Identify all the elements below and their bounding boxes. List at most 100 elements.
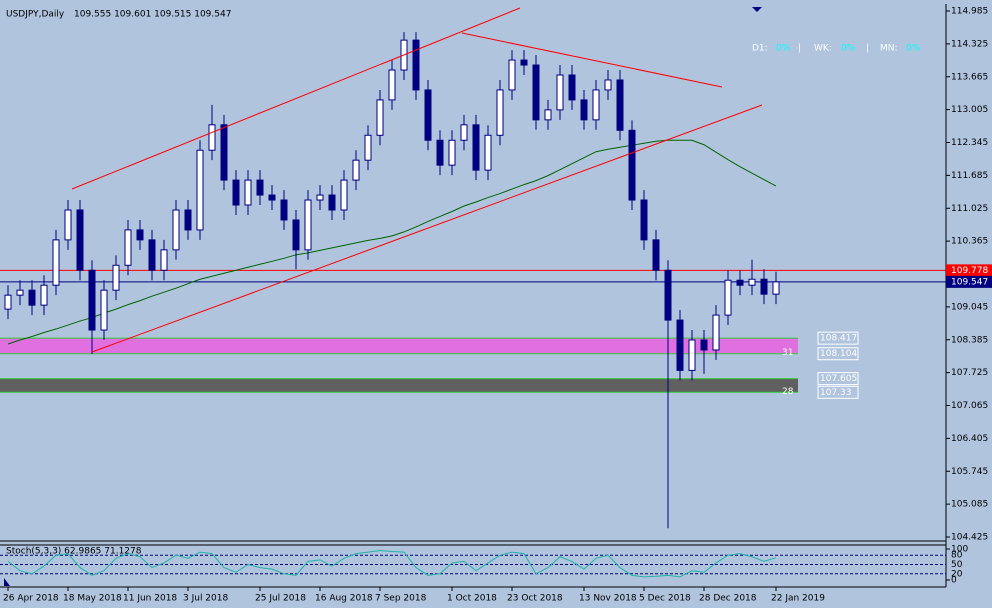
candle-body (604, 79, 612, 91)
level-label: 109.547 (951, 277, 988, 287)
zone-label: 31 (782, 348, 793, 358)
candle-body (412, 39, 420, 91)
y-tick-label: 109.045 (951, 302, 988, 312)
candle-body (628, 129, 636, 201)
x-tick-label: 5 Dec 2018 (639, 594, 691, 604)
candle-body (664, 269, 672, 321)
candle-body (136, 229, 144, 241)
candle-body (508, 59, 516, 91)
candle-body (364, 134, 372, 161)
stat-label: MN: (880, 44, 898, 54)
candle-body (700, 339, 708, 351)
x-tick-label: 7 Sep 2018 (375, 594, 427, 604)
candle-body (712, 314, 720, 351)
stoch-tick-label: 80 (951, 551, 963, 561)
y-tick-label: 106.405 (951, 434, 988, 444)
candle-body (256, 179, 264, 196)
level-label-box (946, 264, 992, 277)
candle-body (280, 199, 288, 221)
candle-body (424, 89, 432, 141)
candle-body (328, 194, 336, 211)
y-tick-label: 104.425 (951, 533, 988, 543)
separator: | (798, 44, 801, 54)
candle-body (304, 199, 312, 251)
level-label-box (946, 275, 992, 288)
candle-body (124, 229, 132, 266)
y-tick-label: 112.345 (951, 138, 988, 148)
candle-body (4, 294, 12, 310)
candle-body (268, 194, 276, 201)
y-tick-label: 107.065 (951, 401, 988, 411)
candle-body (772, 281, 780, 295)
candle-body (580, 99, 588, 121)
candle-body (196, 149, 204, 231)
candle-body (112, 264, 120, 291)
moving-average (7, 139, 777, 345)
separator: | (866, 44, 869, 54)
candle-body (340, 179, 348, 211)
candle-body (376, 99, 384, 136)
stats: D1: 0% | WK: 0% | MN: 0% (752, 44, 921, 54)
zone-price: 108.417 (820, 334, 857, 344)
candle-body (724, 279, 732, 316)
stoch-tick-label: 0 (951, 576, 957, 586)
y-tick-label: 107.725 (951, 368, 988, 378)
candle-body (484, 134, 492, 171)
candle-body (616, 79, 624, 131)
x-tick-label: 22 Jan 2019 (771, 594, 825, 604)
zone-label: 28 (782, 387, 794, 397)
x-tick-label: 1 Oct 2018 (447, 594, 497, 604)
x-tick-label: 3 Jul 2018 (183, 594, 228, 604)
zone-label-box (817, 331, 859, 345)
x-tick-label: 16 Aug 2018 (315, 594, 373, 604)
marker (4, 578, 10, 586)
stat-value: 0% (776, 44, 791, 54)
candle-body (184, 209, 192, 231)
zone-price: 107.605 (820, 374, 857, 384)
stoch-tick-label: 20 (951, 569, 963, 579)
candle-body (100, 289, 108, 331)
candle-body (760, 278, 768, 295)
candle-body (520, 59, 528, 66)
candle-body (88, 269, 96, 331)
candle-body (736, 279, 744, 286)
candle-body (676, 319, 684, 371)
candle-body (496, 89, 504, 136)
stoch-tick-label: 50 (951, 560, 963, 570)
x-tick-label: 25 Jul 2018 (255, 594, 306, 604)
candle-body (316, 194, 324, 201)
candle-body (76, 209, 84, 271)
candle-body (172, 209, 180, 251)
y-tick-label: 113.005 (951, 105, 988, 115)
stoch-line (7, 550, 777, 578)
level-label: 109.778 (951, 266, 988, 276)
candle-body (652, 239, 660, 271)
x-tick-label: 13 Nov 2018 (579, 594, 637, 604)
y-tick-label: 105.745 (951, 467, 988, 477)
zone (0, 338, 798, 354)
stat-value: 0% (906, 44, 921, 54)
y-tick-label: 114.985 (951, 7, 988, 17)
y-tick-label: 110.365 (951, 237, 988, 247)
candle-body (460, 124, 468, 141)
candle-body (40, 284, 48, 306)
stat-label: WK: (814, 44, 832, 54)
candle-body (748, 278, 756, 286)
candle-body (160, 249, 168, 271)
zone-price: 108.104 (820, 349, 857, 359)
marker (752, 7, 762, 12)
candle-body (16, 289, 24, 296)
trend-line (71, 7, 521, 190)
stat-label: D1: (752, 44, 768, 54)
candle-body (220, 124, 228, 181)
candle-body (52, 239, 60, 286)
x-tick-label: 23 Oct 2018 (507, 594, 563, 604)
y-tick-label: 113.665 (951, 72, 988, 82)
candle-body (556, 74, 564, 111)
y-tick-label: 111.025 (951, 204, 988, 214)
ohlc: 109.555 109.601 109.515 109.547 (74, 10, 231, 20)
trend-line (91, 104, 763, 353)
candle-body (292, 219, 300, 251)
candle-body (436, 139, 444, 166)
candle-body (532, 64, 540, 121)
